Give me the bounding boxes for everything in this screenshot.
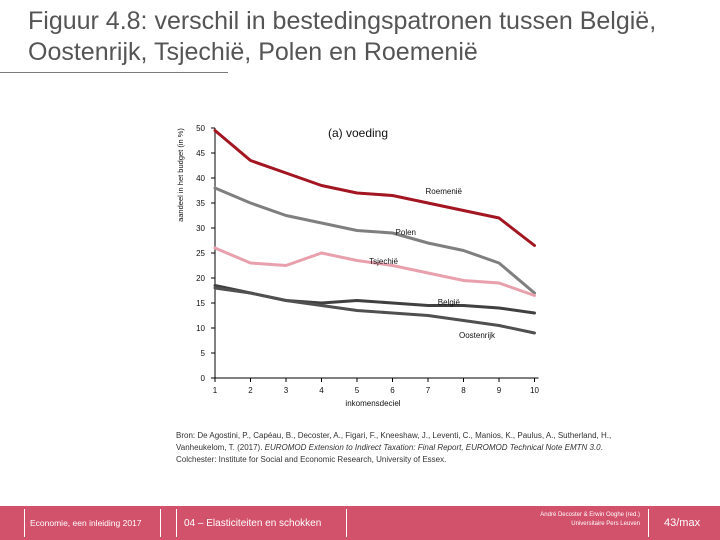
- title-divider: [0, 72, 228, 73]
- y-tick-label: 10: [196, 324, 205, 333]
- line-label: Polen: [396, 228, 416, 237]
- line-label: Tsjechië: [369, 257, 398, 266]
- footer-course: Economie, een inleiding 2017: [30, 518, 142, 528]
- source-text-2: EUROMOD Extension to Indirect Taxation: …: [264, 443, 601, 452]
- x-tick-label: 7: [426, 386, 431, 395]
- y-tick-label: 15: [196, 299, 205, 308]
- page-number: 43/max: [664, 517, 701, 529]
- series-line: [213, 286, 536, 335]
- footer-separator-1: [24, 509, 25, 537]
- source-text-3: . Colchester: Institute for Social and E…: [176, 443, 603, 464]
- y-tick-label: 30: [196, 224, 205, 233]
- x-tick-label: 4: [319, 386, 324, 395]
- series-line: [213, 246, 536, 297]
- footer-chapter: 04 – Elasticiteiten en schokken: [184, 518, 322, 529]
- y-tick-label: 40: [196, 174, 205, 183]
- y-tick-label: 45: [196, 149, 205, 158]
- footer-credit: André Decoster & Erwin Ooghe (red.) Univ…: [492, 511, 640, 529]
- x-axis-label: inkomensdeciel: [345, 399, 400, 408]
- x-tick-label: 8: [461, 386, 466, 395]
- footer-separator-4: [346, 509, 347, 537]
- footer-separator-3: [176, 509, 177, 537]
- line-label: Roemenië: [426, 187, 463, 196]
- footer-credit-authors: André Decoster & Erwin Ooghe (red.): [540, 512, 640, 518]
- y-tick-label: 25: [196, 249, 205, 258]
- x-axis: 1 2 3 4 5 6 7 8 9 10: [213, 377, 539, 395]
- line-label: België: [438, 298, 461, 307]
- x-tick-label: 3: [284, 386, 289, 395]
- x-tick-label: 1: [213, 386, 218, 395]
- footer-credit-publisher: Universitaire Pers Leuven: [571, 521, 640, 527]
- x-tick-label: 2: [248, 386, 253, 395]
- y-tick-label: 50: [196, 124, 205, 133]
- chart-title: (a) voeding: [328, 126, 388, 140]
- x-tick-label: 6: [390, 386, 395, 395]
- y-tick-label: 35: [196, 199, 205, 208]
- slide-title: Figuur 4.8: verschil in bestedingspatron…: [28, 7, 657, 66]
- source-citation: Bron: De Agostini, P., Capéau, B., Decos…: [176, 430, 616, 466]
- line-label: Oostenrijk: [459, 331, 496, 340]
- source-text-1: Bron: De Agostini, P., Capéau, B., Decos…: [176, 431, 612, 452]
- x-tick-label: 9: [497, 386, 502, 395]
- x-tick-label: 10: [530, 386, 539, 395]
- footer-bar: Economie, een inleiding 2017 04 – Elasti…: [0, 506, 720, 540]
- y-tick-label: 0: [201, 374, 206, 383]
- y-axis-label: aandeel in het budget (in %): [176, 128, 185, 222]
- footer-separator-5: [648, 509, 649, 537]
- line-labels: Roemenië Polen Tsjechië België Oostenrijk: [369, 187, 496, 340]
- y-axis: 0 5 10 15 20 25 30 35 40 45 50: [196, 124, 216, 383]
- series-line: [213, 129, 536, 247]
- y-tick-label: 20: [196, 274, 205, 283]
- x-tick-label: 5: [355, 386, 360, 395]
- series-line: [213, 186, 536, 295]
- series-lines: [213, 129, 536, 335]
- series-line: [213, 284, 536, 315]
- footer-separator-2: [160, 509, 161, 537]
- y-tick-label: 5: [201, 349, 206, 358]
